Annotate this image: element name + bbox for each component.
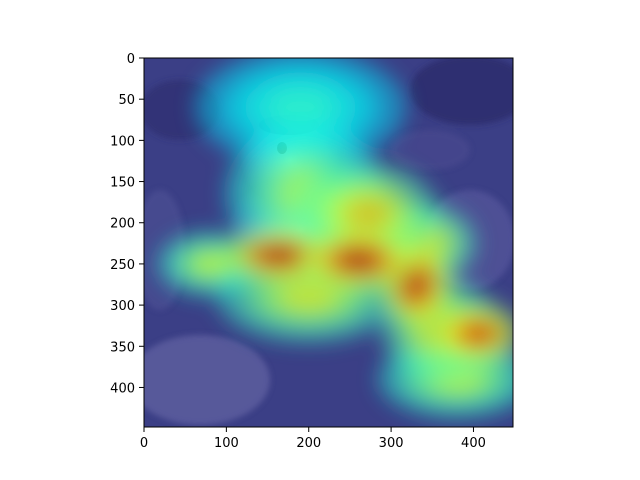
x-tick-label: 200	[296, 436, 321, 451]
heat-blob	[267, 88, 334, 126]
heat-blob	[343, 198, 390, 231]
x-tick-label: 300	[379, 436, 404, 451]
y-tick-label: 250	[110, 258, 135, 273]
y-tick-label: 100	[110, 134, 135, 149]
heat-blob	[261, 246, 299, 265]
y-tick-label: 350	[110, 340, 135, 355]
heat-blob	[463, 323, 492, 345]
y-tick-label: 200	[110, 217, 135, 232]
y-tick-label: 0	[127, 52, 135, 67]
heat-blob	[339, 249, 377, 271]
heat-blob	[279, 282, 338, 312]
x-tick-label: 0	[140, 436, 148, 451]
y-tick-label: 50	[118, 93, 135, 108]
heatmap-layer	[157, 58, 513, 419]
y-tick-label: 400	[110, 381, 135, 396]
x-axis: 0 100 200 300 400	[140, 427, 486, 451]
x-tick-label: 100	[214, 436, 239, 451]
y-axis: 0 50 100 150 200 250 300 350 400	[110, 52, 144, 396]
plot-frame	[143, 57, 514, 428]
x-tick-label: 400	[461, 436, 486, 451]
heat-blob	[193, 253, 227, 275]
heat-blob	[403, 270, 429, 299]
y-tick-label: 150	[110, 176, 135, 191]
y-tick-label: 300	[110, 299, 135, 314]
